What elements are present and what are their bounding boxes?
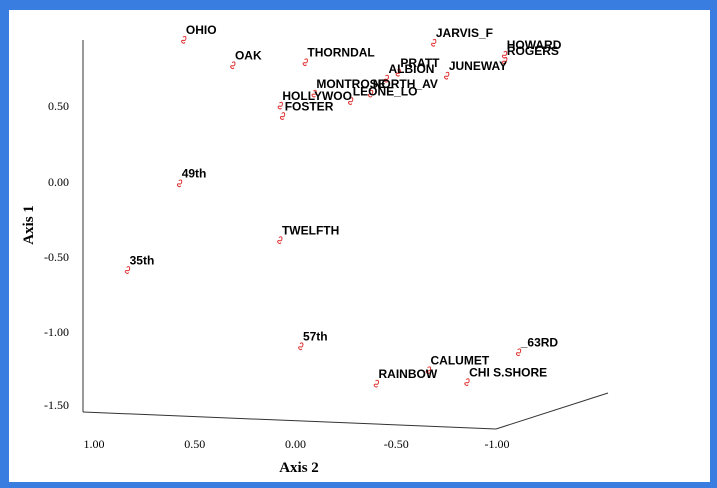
point-marker [181, 35, 187, 44]
point-label: JUNEWAY [449, 59, 507, 73]
data-point: NORTH_AV [367, 77, 438, 98]
data-point: PRATT [395, 56, 440, 77]
point-label: ROGERS [507, 44, 559, 58]
scatter-chart: 1.00 0.50 0.00 -0.50 -1.00 0.50 0.00 -0.50 -1.00… [21, 23, 609, 476]
point-label: PRATT [400, 56, 440, 70]
point-marker [464, 378, 470, 387]
point-marker [302, 58, 308, 67]
y-tick-label: 0.00 [48, 175, 69, 189]
point-label: HOWARD [507, 38, 562, 52]
point-marker [230, 61, 236, 70]
x-tick-label: 0.50 [184, 437, 205, 451]
x-axis-title: Axis 2 [279, 460, 319, 476]
axes [82, 40, 609, 430]
point-label: FOSTER [285, 99, 334, 113]
data-point: CALUMET [425, 354, 490, 375]
point-marker [277, 101, 283, 110]
point-marker [431, 38, 437, 47]
point-marker [277, 236, 283, 245]
point-label: TWELFTH [282, 224, 339, 238]
point-label: _63RD [520, 336, 559, 350]
point-label: JARVIS_F [436, 26, 493, 40]
point-label: CALUMET [431, 354, 490, 368]
point-label: LEONE_LO [353, 85, 418, 99]
point-marker [373, 379, 379, 388]
data-point: OAK [230, 49, 262, 70]
data-point: CHI S.SHORE [464, 366, 547, 387]
y-axis-title: Axis 1 [21, 205, 37, 245]
data-point: ALBION [383, 62, 434, 83]
data-point: _63RD [515, 336, 559, 357]
data-point: THORNDAL [302, 46, 375, 67]
y-tick-label: -1.00 [44, 325, 69, 339]
data-point: LEONE_LO [347, 85, 418, 106]
data-point: JARVIS_F [431, 26, 493, 47]
tick-labels: 1.00 0.50 0.00 -0.50 -1.00 0.50 0.00 -0.50 -1.00… [44, 99, 510, 451]
point-marker [176, 179, 183, 188]
point-label: HOLLYWOO [282, 89, 352, 103]
point-label: MONTROSE [316, 77, 385, 91]
point-label: OAK [235, 49, 262, 63]
y-tick-label: -0.50 [44, 250, 69, 264]
point-label: 57th [303, 330, 328, 344]
point-label: OHIO [186, 23, 217, 37]
data-point: OHIO [181, 23, 217, 44]
point-label: 49th [182, 167, 207, 181]
depth-axis-line [495, 392, 609, 430]
point-label: RAINBOW [378, 367, 437, 381]
plot-area: 1.00 0.50 0.00 -0.50 -1.00 0.50 0.00 -0.50 -1.00… [9, 10, 710, 482]
data-point: TWELFTH [277, 224, 339, 245]
point-label: NORTH_AV [373, 77, 438, 91]
data-point: 35th [124, 253, 155, 274]
data-point: 49th [176, 167, 207, 188]
point-marker [383, 74, 389, 83]
point-label: CHI S.SHORE [469, 366, 547, 380]
point-marker [444, 71, 450, 80]
y-tick-label: 0.50 [48, 99, 69, 113]
data-point: MONTROSE [311, 77, 386, 98]
x-tick-label: -0.50 [384, 437, 409, 451]
point-marker [502, 56, 508, 65]
x-tick-label: -1.00 [485, 437, 510, 451]
point-marker [311, 89, 317, 98]
point-label: 35th [130, 253, 155, 267]
data-point: FOSTER [279, 99, 334, 120]
x-tick-label: 0.00 [285, 437, 306, 451]
point-label: ALBION [388, 62, 434, 76]
point-label: THORNDAL [307, 46, 374, 60]
y-tick-label: -1.50 [44, 398, 69, 412]
point-marker [347, 97, 354, 106]
x-tick-label: 1.00 [84, 437, 105, 451]
point-marker [279, 112, 286, 120]
point-marker [298, 342, 304, 351]
data-point: RAINBOW [373, 367, 438, 388]
point-marker [124, 266, 131, 274]
point-marker [425, 366, 432, 375]
data-point: HOLLYWOO [277, 89, 352, 110]
data-point: 57th [298, 330, 328, 351]
point-marker [395, 68, 401, 77]
point-marker [515, 348, 522, 357]
data-point: ROGERS [502, 44, 559, 65]
x-axis-line [82, 411, 497, 430]
data-point: JUNEWAY [444, 59, 507, 80]
point-marker [367, 89, 374, 98]
